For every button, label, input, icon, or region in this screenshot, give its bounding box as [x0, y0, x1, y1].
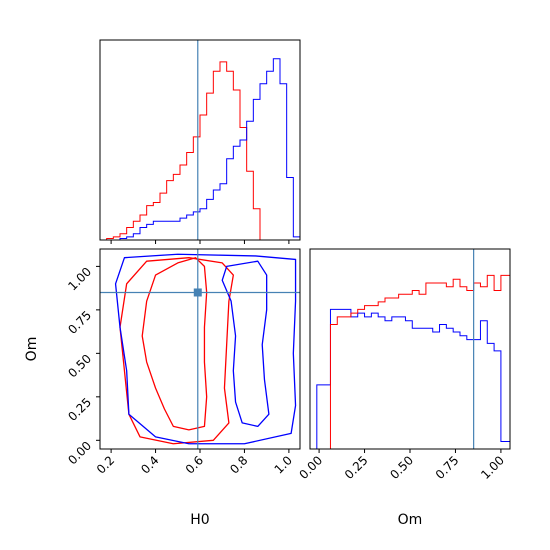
joint-xtick-label: 0.2 — [94, 453, 117, 476]
joint-ytick-label: 0.00 — [65, 439, 94, 468]
joint-xtick-label: 1.0 — [272, 453, 295, 476]
om-x-axis-label: Om — [398, 512, 423, 528]
contour-red-outer — [119, 257, 234, 445]
hist-series-blue — [310, 308, 510, 449]
joint-y-axis-label: Om — [24, 337, 40, 362]
contour-blue-outer — [114, 253, 297, 445]
om-marginal-frame — [309, 248, 511, 450]
om-xtick-label: 1.00 — [478, 453, 507, 482]
om-xtick-label: 0.25 — [342, 453, 371, 482]
joint-ytick-label: 0.75 — [65, 308, 94, 337]
joint-ytick-label: 0.25 — [65, 395, 94, 424]
om-xtick-label: 0.00 — [296, 453, 325, 482]
hist-series-blue — [100, 58, 300, 240]
joint-xtick-label: 0.8 — [227, 453, 250, 476]
joint-x-axis-label: H0 — [190, 512, 209, 528]
contour-red-inner — [141, 257, 208, 431]
joint-frame — [99, 248, 301, 450]
joint-xtick-label: 0.4 — [138, 453, 161, 476]
h0-om-joint-panel: 0.2 0.4 0.6 0.8 1.0 0.00 0.25 0.50 0.75 1.00 H0 Om — [24, 248, 301, 528]
om-xtick-label: 0.75 — [433, 453, 462, 482]
h0-marginal-panel — [99, 39, 301, 244]
hist-series-red — [310, 274, 510, 449]
h0-hist-plot-area — [100, 58, 300, 240]
joint-ytick-label: 0.50 — [65, 352, 94, 381]
joint-ytick-label: 1.00 — [65, 265, 94, 294]
joint-plot-area — [114, 253, 297, 445]
truth-marker — [193, 288, 202, 297]
om-marginal-panel: 0.00 0.25 0.50 0.75 1.00 Om — [296, 248, 511, 528]
om-xtick-label: 0.50 — [387, 453, 416, 482]
joint-xtick-label: 0.6 — [183, 453, 206, 476]
hist-series-red — [100, 61, 300, 240]
contour-blue-inner — [221, 260, 270, 428]
om-hist-plot-area — [310, 274, 510, 449]
